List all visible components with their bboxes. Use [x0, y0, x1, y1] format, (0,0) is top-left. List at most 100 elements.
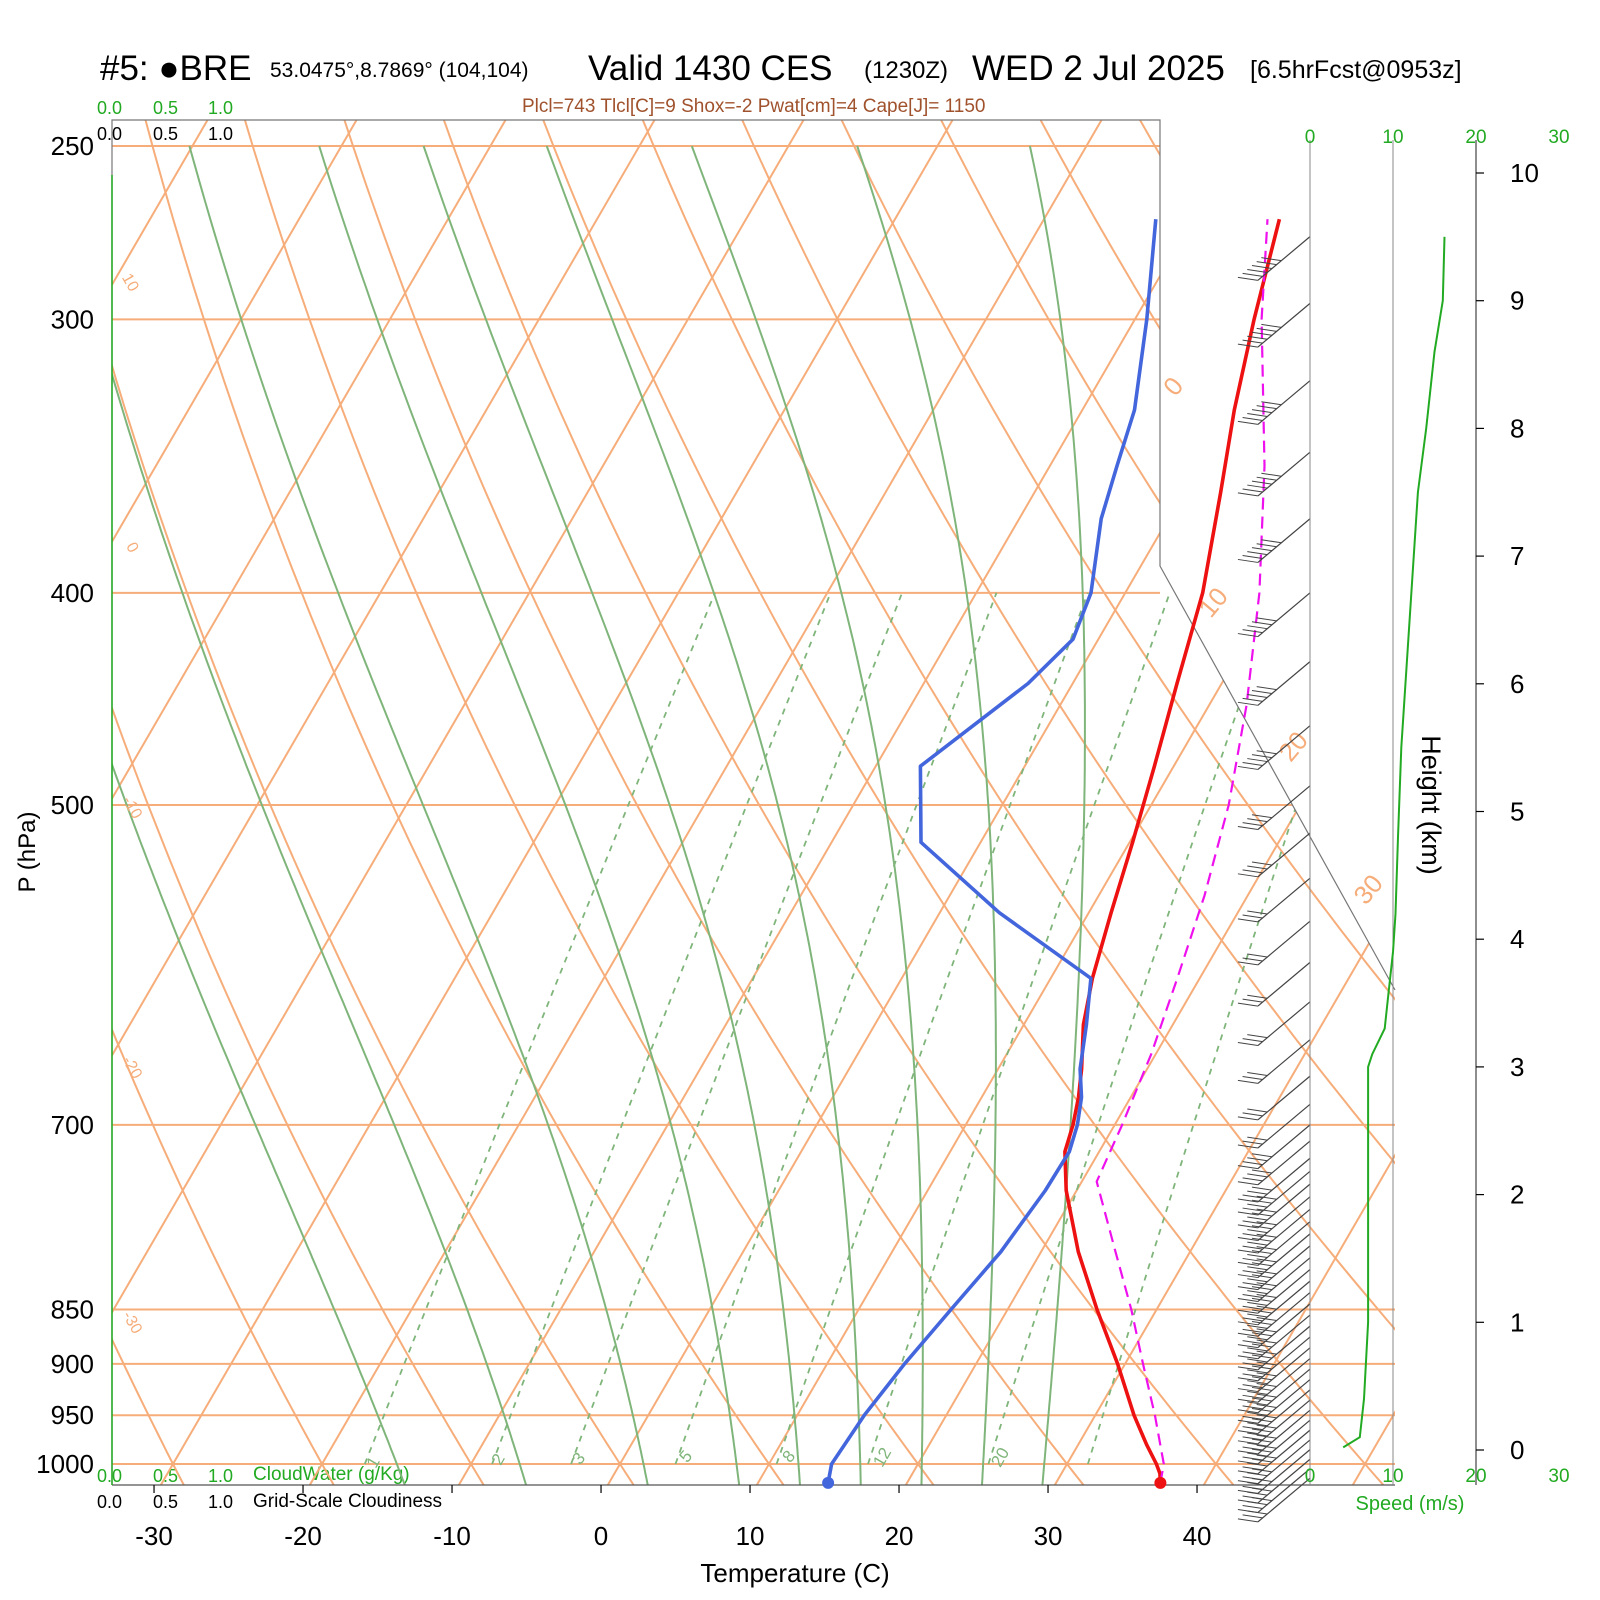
wind-barb: [1257, 725, 1311, 770]
wind-barb-flag: [1256, 261, 1277, 266]
wind-barb-flag: [1261, 323, 1282, 328]
wind-barb-flag: [1242, 1436, 1263, 1441]
cloudiness-label: Grid-Scale Cloudiness: [253, 1491, 442, 1512]
wind-barb-flag: [1251, 1286, 1273, 1291]
mixing-ratio-label: 20: [987, 1444, 1013, 1470]
dry-adiabat: [339, 120, 1105, 1485]
height-tick-label: 5: [1510, 797, 1524, 827]
dry-adiabat: [112, 120, 349, 1485]
temperature-tick-label: -20: [284, 1521, 322, 1551]
wind-barb-flag: [1242, 1257, 1263, 1262]
wind-barb-flag: [1237, 1377, 1258, 1382]
wind-barb-flag: [1247, 1390, 1268, 1395]
wind-barb-flag: [1251, 1365, 1273, 1370]
wind-barb-flag: [1242, 1340, 1263, 1345]
wind-barb-flag: [1261, 401, 1282, 406]
wind-barb: [1257, 877, 1311, 923]
y-axis-label: P (hPa): [14, 812, 41, 893]
wind-barb-flag: [1247, 1313, 1268, 1318]
wind-barb-flag: [1242, 1456, 1263, 1461]
wind-barb-flag: [1237, 873, 1258, 878]
wind-barb: [1257, 1458, 1311, 1504]
wind-barb-flag: [1256, 686, 1277, 691]
wind-barb-flag: [1237, 1440, 1258, 1445]
wind-barb-flag: [1247, 1336, 1268, 1341]
moist-adiabat: [188, 145, 654, 1485]
isotherm-line: [443, 120, 1259, 1485]
wind-barb-flag: [1242, 1415, 1263, 1420]
wind-barb-flag: [1242, 1405, 1263, 1410]
wind-barb-flag: [1247, 953, 1268, 958]
dry-adiabat: [537, 120, 1395, 1485]
wind-barb-flag: [1256, 1208, 1277, 1213]
wind-barb: [1257, 1358, 1311, 1403]
wind-barb-flag: [1247, 268, 1268, 273]
wind-barb-flag: [1237, 1518, 1258, 1523]
wind-barb-flag: [1247, 1229, 1268, 1234]
dry-adiabat: [636, 120, 1395, 1485]
wind-barb-flag: [1247, 1369, 1268, 1374]
isotherm-line: [294, 120, 1110, 1485]
valid-date: WED 2 Jul 2025: [972, 49, 1225, 88]
wind-barb-flag: [1247, 625, 1268, 630]
wind-barb-flag: [1251, 1199, 1273, 1204]
wind-barb-flag: [1242, 1426, 1263, 1431]
wind-barb: [1257, 1170, 1311, 1216]
wind-barb-flag: [1247, 1108, 1268, 1113]
wind-barb-flag: [1247, 1157, 1268, 1162]
wind-barb-flag: [1247, 1347, 1268, 1352]
wind-barb-flag: [1242, 1194, 1263, 1199]
wind-barb-flag: [1242, 1495, 1263, 1500]
wind-barb-flag: [1237, 1116, 1258, 1121]
wind-barb-flag: [1251, 1297, 1273, 1302]
wind-barb-flag: [1237, 918, 1258, 923]
wind-barb-flag: [1242, 1038, 1263, 1043]
isotherm-label: 10: [118, 271, 142, 295]
wind-barb: [1257, 1439, 1311, 1485]
stability-indices: Plcl=743 Tlcl[C]=9 Shox=-2 Pwat[cm]=4 Ca…: [522, 96, 985, 117]
wind-barb-flag: [1242, 1328, 1263, 1333]
cloudwater-tick-bottom: 1.0: [208, 1466, 233, 1486]
wind-barb: [1257, 518, 1311, 563]
isotherm-label: 0: [122, 540, 141, 556]
wind-barb: [1257, 1157, 1311, 1203]
wind-barb-flag: [1247, 1290, 1268, 1295]
wind-barb-flag: [1242, 1270, 1263, 1275]
pressure-tick-label: 900: [51, 1349, 94, 1379]
wind-barb-flag: [1247, 1411, 1268, 1416]
wind-barb: [1257, 1001, 1311, 1046]
pressure-tick-label: 400: [51, 578, 94, 608]
wind-barb: [1257, 661, 1311, 706]
wind-barb-flag: [1242, 272, 1263, 277]
wind-barb: [1257, 236, 1311, 281]
isotherm-line: [1039, 120, 1395, 1485]
wind-barb-flag: [1237, 1398, 1258, 1403]
wind-barb-flag: [1237, 1042, 1258, 1047]
wind-barb: [1257, 1233, 1311, 1279]
wind-barb-flag: [1237, 1499, 1258, 1504]
cloudiness-tick-bottom: 0.0: [97, 1492, 122, 1512]
wind-barb-flag: [1237, 1165, 1258, 1170]
surface-dewpoint-point: [822, 1476, 835, 1489]
wind-barb: [1257, 1269, 1311, 1314]
speed-tick-top: 30: [1548, 127, 1569, 148]
mixing-ratio-line: [775, 592, 1089, 1465]
isotherm-label: 0: [1157, 371, 1189, 401]
mixing-ratio-line: [570, 592, 903, 1465]
wind-barb-flag: [1251, 331, 1273, 336]
wind-barb-flag: [1256, 1258, 1277, 1263]
moist-adiabat: [545, 145, 863, 1485]
wind-barb-flag: [1237, 1332, 1258, 1337]
wind-barb-flag: [1247, 551, 1268, 556]
isotherm-line: [112, 120, 663, 1485]
dewpoint-line: [826, 219, 1158, 1484]
wind-barb-flag: [1237, 826, 1258, 830]
height-tick-label: 8: [1510, 413, 1524, 443]
cloudiness-tick-top: 1.0: [208, 124, 233, 144]
wind-barb-flag: [1251, 621, 1273, 626]
wind-barb-flag: [1256, 1317, 1277, 1322]
wind-barb-flag: [1251, 1262, 1273, 1267]
wind-barb-flag: [1237, 1249, 1258, 1254]
height-tick-label: 1: [1510, 1307, 1524, 1337]
wind-barb-flag: [1242, 1305, 1263, 1310]
